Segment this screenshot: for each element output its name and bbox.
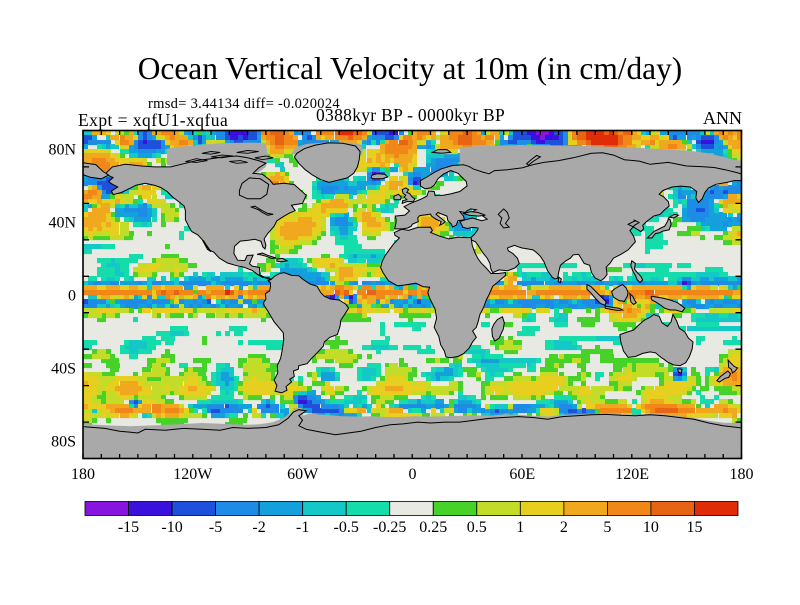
svg-text:40S: 40S xyxy=(51,361,76,378)
svg-text:0: 0 xyxy=(409,466,417,483)
svg-text:2: 2 xyxy=(560,519,568,536)
svg-text:0.25: 0.25 xyxy=(419,519,447,536)
svg-text:Expt = xqfU1-xqfua: Expt = xqfU1-xqfua xyxy=(78,110,228,130)
svg-text:-15: -15 xyxy=(118,519,139,536)
svg-text:60E: 60E xyxy=(509,466,535,483)
svg-text:ANN: ANN xyxy=(703,108,742,128)
svg-text:0388kyr BP - 0000kyr BP: 0388kyr BP - 0000kyr BP xyxy=(316,105,505,125)
svg-text:Ocean Vertical Velocity at 10m: Ocean Vertical Velocity at 10m (in cm/da… xyxy=(138,51,683,86)
svg-text:10: 10 xyxy=(643,519,659,536)
svg-text:1: 1 xyxy=(516,519,524,536)
svg-text:120W: 120W xyxy=(173,466,213,483)
svg-text:60W: 60W xyxy=(287,466,319,483)
svg-text:0.5: 0.5 xyxy=(467,519,487,536)
svg-text:-2: -2 xyxy=(252,519,265,536)
svg-text:80N: 80N xyxy=(48,142,76,159)
svg-text:5: 5 xyxy=(603,519,611,536)
svg-text:0: 0 xyxy=(68,288,76,305)
svg-text:-5: -5 xyxy=(209,519,222,536)
svg-text:-1: -1 xyxy=(296,519,309,536)
svg-text:80S: 80S xyxy=(51,434,76,451)
svg-text:-10: -10 xyxy=(161,519,182,536)
svg-text:120E: 120E xyxy=(615,466,649,483)
svg-text:-0.5: -0.5 xyxy=(334,519,359,536)
svg-text:-0.25: -0.25 xyxy=(373,519,406,536)
svg-text:180: 180 xyxy=(71,466,95,483)
svg-text:rmsd= 3.44134 diff= -0.020024: rmsd= 3.44134 diff= -0.020024 xyxy=(148,96,340,112)
svg-text:15: 15 xyxy=(687,519,703,536)
svg-text:180: 180 xyxy=(730,466,754,483)
svg-text:40N: 40N xyxy=(48,215,76,232)
